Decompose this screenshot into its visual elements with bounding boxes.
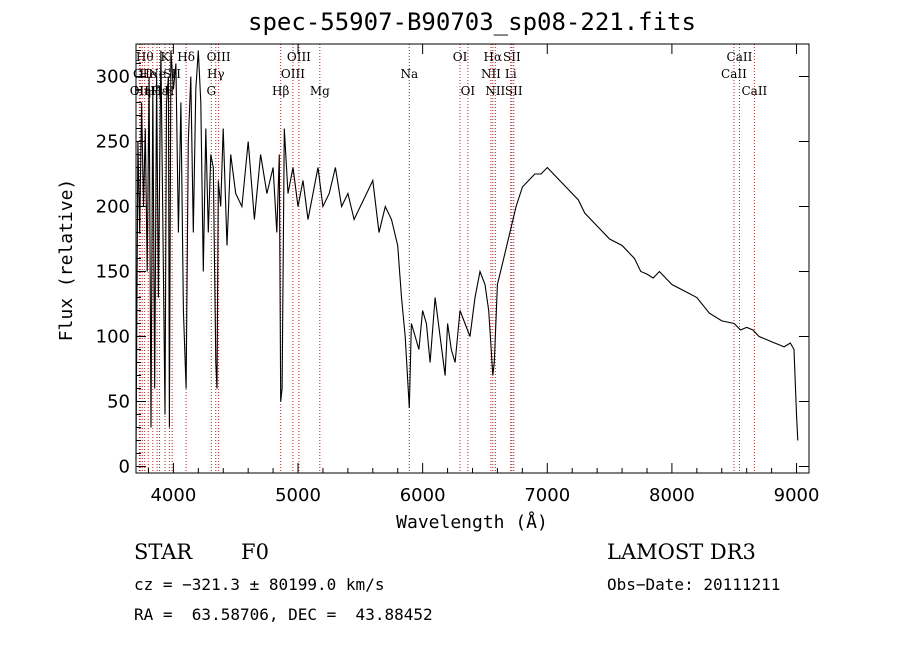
line-label: Na: [400, 67, 418, 81]
line-label: Li: [505, 67, 517, 81]
line-label: Hε: [151, 84, 168, 98]
redshift-info: cz = −321.3 ± 80199.0 km/s: [134, 575, 385, 594]
plot-frame: [135, 43, 810, 474]
y-tick-label: 100: [96, 327, 130, 348]
line-label: Hδ: [177, 50, 195, 64]
line-label: OIII: [287, 50, 311, 64]
y-tick-label: 50: [107, 392, 130, 413]
line-label: OI: [133, 67, 148, 81]
spectrum-line: [135, 50, 799, 461]
y-tick-label: 200: [96, 197, 130, 218]
y-tick-label: 300: [96, 67, 130, 88]
line-label: Mg: [310, 84, 330, 98]
object-class: STAR: [134, 540, 193, 564]
line-label: NII: [485, 84, 505, 98]
line-label: SII: [503, 50, 521, 64]
line-label: CaII: [727, 50, 753, 64]
line-label: CaII: [721, 67, 747, 81]
x-axis: 4000 5000 6000 7000 8000 9000: [147, 44, 820, 506]
line-label: Hβ: [272, 84, 289, 98]
line-label: OI: [461, 84, 476, 98]
x-tick-label: 4000: [150, 485, 196, 506]
x-tick-label: 6000: [400, 485, 446, 506]
y-axis-label: Flux (relative): [56, 179, 77, 342]
line-label: OIII: [281, 67, 305, 81]
x-tick-label: 7000: [524, 485, 570, 506]
line-label: OIII: [207, 50, 231, 64]
emission-line-markers: OIIOIHηHθHeHζNeHεKHSIIHδGHγOIIIHβOIIIOII…: [130, 44, 768, 473]
line-label: Hθ: [136, 50, 154, 64]
y-tick-label: 250: [96, 132, 130, 153]
x-axis-label: Wavelength (Å): [396, 511, 548, 533]
survey-name: LAMOST DR3: [607, 540, 756, 564]
coordinates: RA = 63.58706, DEC = 43.88452: [134, 605, 433, 624]
line-label: OII: [130, 84, 150, 98]
y-tick-label: 150: [96, 262, 130, 283]
line-label: Hη: [133, 84, 151, 98]
line-label: K: [161, 50, 171, 64]
line-label: SII: [505, 84, 523, 98]
y-axis: 0 50 100 150 200 250 300: [96, 50, 809, 478]
line-label: H: [164, 84, 174, 98]
chart-title: spec-55907-B90703_sp08-221.fits: [248, 8, 696, 36]
x-tick-label: 5000: [275, 485, 321, 506]
x-tick-label: 8000: [649, 485, 695, 506]
line-label: Hα: [484, 50, 503, 64]
line-label: OI: [453, 50, 468, 64]
line-label: Hγ: [207, 67, 225, 81]
x-tick-label: 9000: [774, 485, 820, 506]
observation-date: Obs−Date: 20111211: [607, 575, 781, 594]
line-label: G: [206, 84, 216, 98]
line-label: CaII: [741, 84, 767, 98]
y-tick-label: 0: [119, 457, 130, 478]
line-label: NII: [481, 67, 501, 81]
object-subclass: F0: [241, 540, 269, 564]
